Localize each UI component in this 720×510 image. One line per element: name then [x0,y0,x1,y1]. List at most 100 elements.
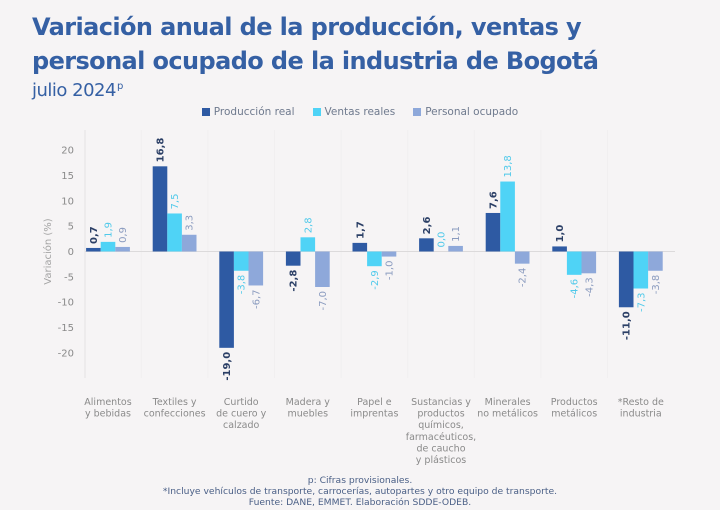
bar [419,238,434,252]
category-labels: Alimentos y bebidas Textiles y confecciones… [84,397,664,466]
legend-label-personal: Personal ocupado [425,106,519,118]
bar [648,251,663,271]
bar [315,251,330,287]
data-label: 1,0 [555,225,566,243]
category-label: Madera y muebles [286,397,331,420]
data-label: -7,3 [636,293,647,313]
bar [248,251,264,286]
data-label: -2,8 [289,270,300,292]
bar [167,213,182,252]
data-label: -2,9 [370,270,381,290]
chart-title: Variación anual de la producción, ventas… [32,10,712,78]
bar [618,251,634,308]
category-label-line: Textiles y [152,397,197,408]
category-label-line: no metálicos [477,409,538,420]
data-label: -19,0 [222,352,233,381]
data-label: -4,6 [570,279,581,299]
category-label-line: industria [620,409,662,420]
category-label-line: metálicos [551,409,597,420]
bars [86,166,663,348]
category-label-line: Alimentos [84,397,131,408]
data-label: 3,3 [185,215,196,231]
y-tick-label: -15 [58,323,74,334]
bar [86,247,101,252]
legend-swatch-ventas [312,108,321,116]
bar [566,251,582,275]
bar [300,237,316,252]
bar [100,241,116,252]
data-label: 0,7 [89,226,100,244]
data-label: -11,0 [622,311,633,340]
bar [633,251,649,289]
y-axis-title: Variación (%) [42,218,54,285]
y-tick-label: -5 [64,272,74,283]
legend: Producción real Ventas reales Personal o… [0,106,720,118]
data-label: -3,8 [237,275,248,295]
category-label: Textiles y confecciones [144,397,206,420]
title-line-2: personal ocupado de la industria de Bogo… [32,47,599,75]
y-tick-label: 15 [61,171,74,182]
data-label: 1,9 [104,222,115,238]
category-label: Minerales no metálicos [477,397,538,420]
category-label: Sustancias y productos químicos, farmacéuti… [406,397,476,466]
category-label: *Resto de industria [618,397,664,420]
subtitle-provisional-mark: p [116,81,123,92]
bar [381,251,397,257]
data-label: 0,9 [118,227,129,243]
data-label: -3,8 [651,275,662,295]
category-label-line: *Resto de [618,397,664,408]
data-label: 1,7 [355,221,366,239]
data-label: 1,1 [451,226,462,242]
y-tick-label: -20 [58,348,74,359]
data-label: 13,8 [503,155,514,177]
data-label: 2,6 [422,217,433,235]
bar [581,251,597,274]
bar [285,251,301,266]
category-label-line: y bebidas [85,409,131,420]
footnotes: p: Cifras provisionales. *Incluye vehícu… [0,475,720,508]
category-label-line: químicos, [418,420,464,431]
bar [500,181,515,252]
bar [485,212,501,252]
category-label-line: Productos [551,397,598,408]
title-line-1: Variación anual de la producción, ventas… [32,13,582,41]
category-label: Curtido de cuero y calzado [216,397,267,431]
category-label-line: de caucho [416,443,465,454]
bar [552,246,567,252]
category-label-line: Minerales [485,397,531,408]
data-label: 7,6 [489,191,500,209]
data-label: -7,0 [318,291,329,311]
footnote-resto-industria: *Incluye vehículos de transporte, carroc… [162,485,558,497]
category-label-line: confecciones [144,409,206,420]
y-tick-label: 10 [61,196,74,207]
category-label-line: imprentas [350,409,398,420]
bar [152,166,168,252]
footnote-provisional: p: Cifras provisionales. [307,475,413,486]
footnote-source: Fuente: DANE, EMMET. Elaboración SDDE-OD… [248,496,472,508]
bar [219,251,234,348]
data-labels: 0,7 16,8 -19,0 -2,8 1,7 2,6 7,6 1,0 -11,0 1,9 7,5 -… [89,138,662,381]
category-label-line: farmacéuticos, [406,432,476,443]
bar [181,234,197,252]
category-label: Productos metálicos [551,397,598,420]
legend-item-ventas: Ventas reales [312,106,396,118]
data-label: 16,8 [156,138,167,163]
data-label: -6,7 [251,289,262,309]
chart-subtitle: julio 2024p [32,80,123,101]
data-label: 7,5 [170,194,181,210]
data-label: -4,3 [584,277,595,297]
category-label-line: Papel e [357,397,392,408]
bar-chart: 20 15 10 5 0 -5 -10 -15 -20 Variación (%) 0,7 16,8… [42,130,675,466]
legend-label-ventas: Ventas reales [324,106,396,118]
category-label-line: Madera y [286,397,331,408]
bar [514,251,530,264]
y-tick-label: -10 [58,298,74,309]
legend-swatch-produccion [201,108,210,116]
category-label: Papel e imprentas [350,397,398,420]
bar [448,245,463,252]
category-label-line: y plásticos [416,455,466,466]
bar [233,251,249,271]
data-label: 2,8 [303,217,314,233]
category-label-line: muebles [288,409,329,420]
subtitle-text: julio 2024 [32,80,116,101]
